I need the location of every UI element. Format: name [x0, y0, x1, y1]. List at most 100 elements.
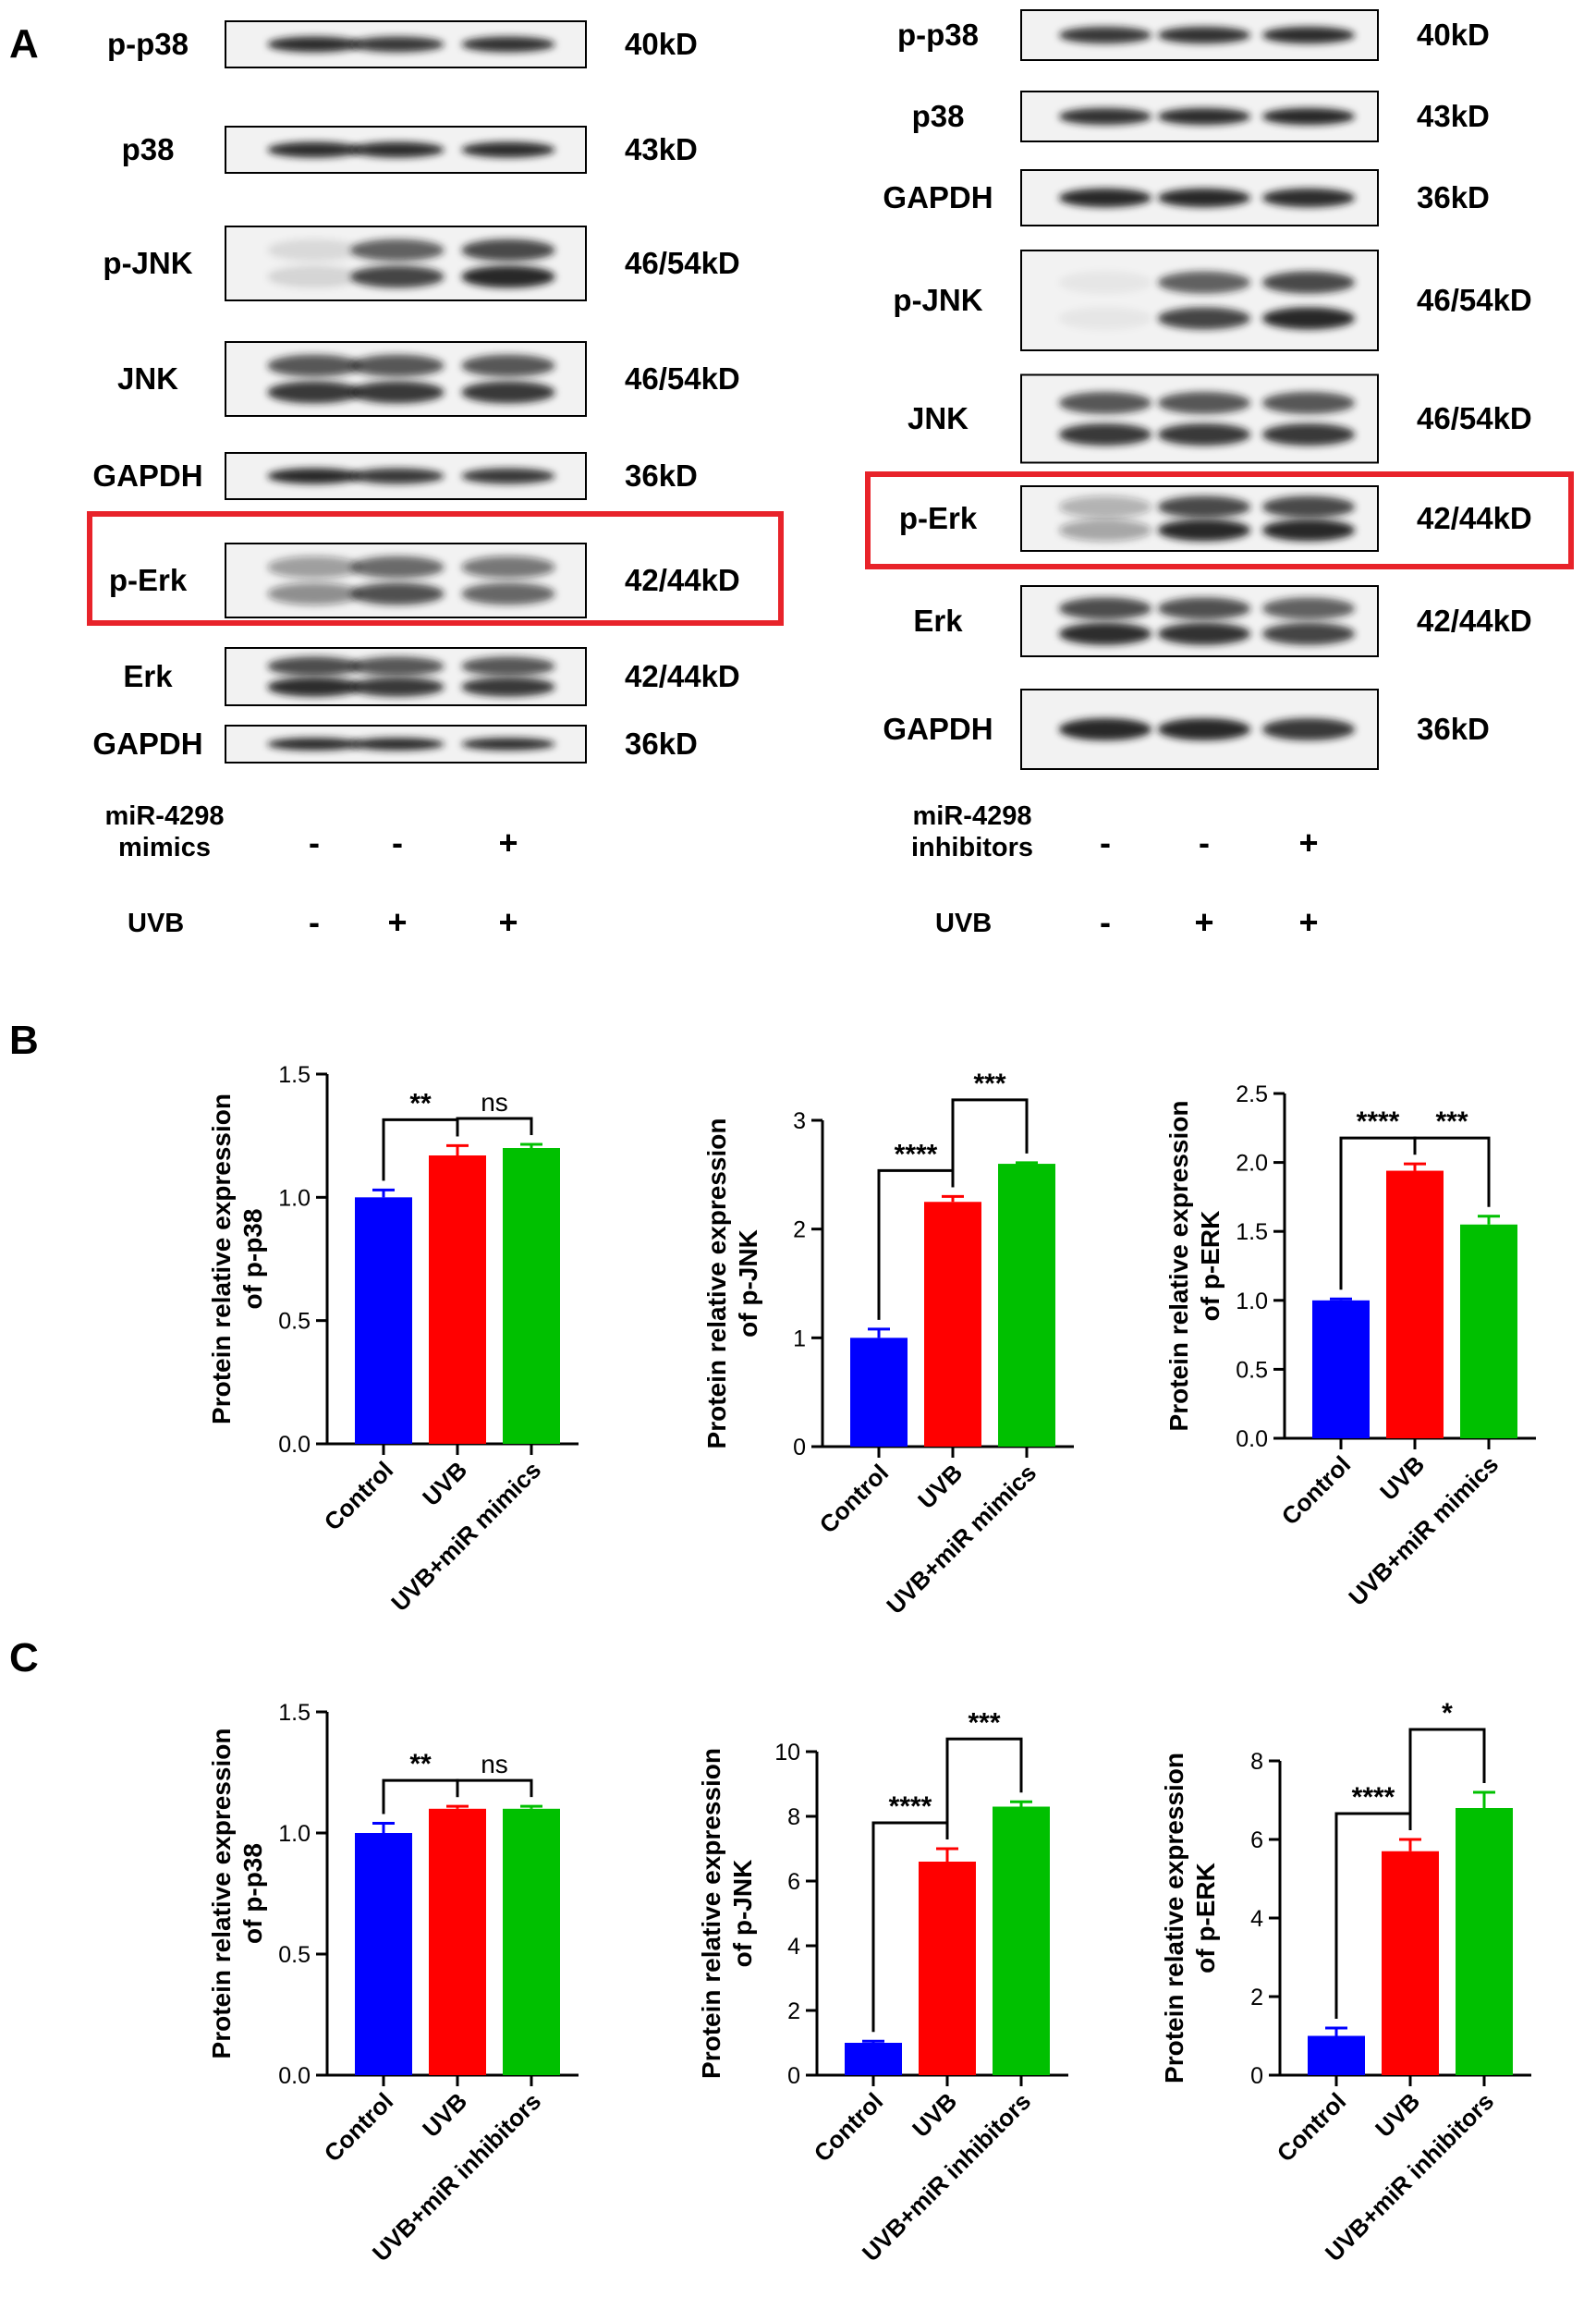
band — [1261, 597, 1356, 620]
significance-bracket: ns — [456, 1750, 533, 1798]
band — [350, 656, 445, 677]
chart-c-2: 0 2 4 6 8 10 Protein relative expression of p-J… — [697, 1707, 1068, 2266]
band — [1261, 26, 1356, 44]
y-axis-label-line: Protein relative expression — [207, 1729, 236, 2059]
band — [1157, 423, 1251, 446]
blot-row-p-jnk: p-JNK 46/54kD — [103, 226, 740, 301]
significance-bracket: ns — [456, 1088, 533, 1137]
blot-membrane — [1020, 585, 1379, 657]
significance-label: *** — [1435, 1106, 1468, 1137]
bracket-line — [945, 1737, 1023, 1839]
x-tick-label: Control — [1276, 1450, 1357, 1531]
y-tick-label: 2 — [787, 1998, 800, 2024]
band — [1157, 107, 1251, 126]
y-tick-label: 1.0 — [278, 1185, 311, 1211]
molecular-weight: 36kD — [625, 458, 698, 493]
blot-row-erk: Erk 42/44kD — [123, 647, 740, 706]
panel-letter-c: C — [9, 1635, 39, 1680]
band — [1261, 622, 1356, 645]
blot-label: p-Erk — [109, 563, 188, 597]
band — [350, 238, 445, 262]
bar-control — [1312, 1300, 1370, 1438]
bracket-line — [1408, 1728, 1486, 1830]
molecular-weight: 46/54kD — [625, 246, 740, 280]
treatment-sign: - — [309, 824, 320, 861]
band — [461, 238, 555, 262]
y-axis-label: Protein relative expression of p-p38 — [207, 1729, 267, 2059]
band — [350, 381, 445, 404]
band — [1058, 107, 1152, 126]
treatment-sign: + — [1298, 903, 1318, 941]
band — [267, 265, 361, 288]
band — [461, 468, 555, 484]
molecular-weight: 40kD — [625, 27, 698, 61]
blot-label: Erk — [913, 604, 963, 638]
panel-a-western-blots: A B Cp-p38 40kD p38 43kD p-JNK 46/54kD JNK 46/54k… — [9, 9, 1574, 1680]
y-axis-label-line: Protein relative expression — [1160, 1753, 1188, 2083]
blot-row-gapdh: GAPDH 36kD — [883, 689, 1490, 770]
band — [1157, 391, 1251, 414]
y-tick-label: 10 — [774, 1740, 800, 1766]
y-tick-label: 3 — [793, 1108, 806, 1134]
treatment-sign: + — [1194, 903, 1213, 941]
band — [1058, 495, 1152, 519]
band — [461, 36, 555, 53]
band — [1058, 519, 1152, 542]
y-tick-label: 1.5 — [1236, 1219, 1268, 1245]
band — [1261, 391, 1356, 414]
bracket-line — [456, 1778, 533, 1798]
y-axis-label: Protein relative expression of p-ERK — [1160, 1753, 1220, 2083]
significance-label: **** — [895, 1139, 938, 1169]
band — [1261, 188, 1356, 208]
y-tick-label: 8 — [1250, 1749, 1263, 1775]
blot-label: JNK — [908, 401, 969, 435]
y-tick-label: 8 — [787, 1804, 800, 1830]
significance-bracket: *** — [945, 1707, 1023, 1839]
bar-control — [1308, 2035, 1365, 2075]
y-axis-label: Protein relative expression of p-ERK — [1164, 1101, 1224, 1432]
band — [350, 468, 445, 484]
blot-row-p-p38: p-p38 40kD — [107, 20, 698, 68]
blot-label: GAPDH — [883, 712, 993, 746]
blot-label: p-Erk — [899, 501, 978, 535]
y-tick-label: 1.5 — [278, 1700, 311, 1726]
band — [461, 656, 555, 677]
band — [461, 141, 555, 158]
band — [267, 141, 361, 158]
blot-label: JNK — [117, 361, 178, 396]
blot-row-gapdh: GAPDH 36kD — [92, 725, 698, 764]
band — [1058, 188, 1152, 208]
bar-uvb-mir-mimics — [998, 1164, 1055, 1447]
y-axis-label-line: Protein relative expression — [207, 1094, 236, 1424]
blot-group-1: p-p38 40kD p38 43kD p-JNK 46/54kD JNK 46/54kD GA… — [87, 20, 784, 941]
bar-uvb — [429, 1808, 486, 2075]
treatment-label: UVB — [935, 909, 992, 938]
treatment-label: miR-4298 — [913, 801, 1032, 831]
x-tick-label: UVB — [1374, 1450, 1430, 1506]
blot-row-jnk: JNK 46/54kD — [908, 373, 1532, 464]
blot-membrane — [1020, 485, 1379, 552]
blot-label: GAPDH — [883, 180, 993, 214]
molecular-weight: 46/54kD — [1417, 283, 1532, 317]
bar-uvb-mir-inhibitors — [1456, 1808, 1513, 2075]
band — [267, 238, 361, 262]
bar-uvb-mir-inhibitors — [503, 1808, 560, 2075]
band — [267, 354, 361, 377]
bracket-line — [1413, 1136, 1491, 1207]
blot-label: GAPDH — [92, 458, 202, 493]
significance-label: ** — [409, 1749, 432, 1779]
y-tick-label: 0.5 — [278, 1309, 311, 1335]
molecular-weight: 46/54kD — [1417, 401, 1532, 435]
band — [267, 36, 361, 53]
y-tick-label: 6 — [787, 1869, 800, 1895]
chart-b-3: 0.0 0.5 1.0 1.5 2.0 2.5 Protein relative expre… — [1164, 1081, 1536, 1611]
treatment-sign: + — [498, 903, 518, 941]
band — [267, 556, 361, 579]
y-axis-label-line: of p-p38 — [238, 1209, 267, 1310]
bar-uvb — [924, 1202, 981, 1447]
molecular-weight: 42/44kD — [625, 563, 740, 597]
y-axis-label-line: of p-JNK — [734, 1229, 762, 1338]
bar-uvb — [429, 1155, 486, 1444]
y-axis-label: Protein relative expression of p-JNK — [697, 1748, 757, 2079]
